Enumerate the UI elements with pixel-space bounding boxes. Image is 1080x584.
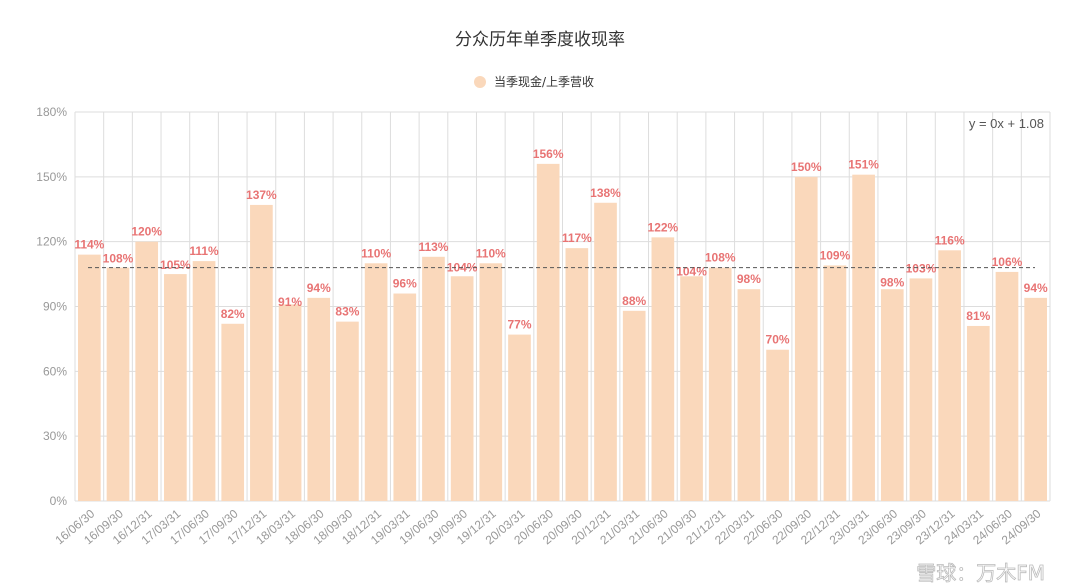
data-label: 156% bbox=[533, 147, 564, 161]
data-label: 116% bbox=[935, 233, 965, 247]
bar bbox=[135, 241, 159, 501]
bar bbox=[450, 276, 474, 501]
y-tick-label: 120% bbox=[36, 235, 67, 249]
data-label: 91% bbox=[278, 295, 302, 309]
chart-title: 分众历年单季度收现率 bbox=[455, 30, 625, 50]
data-label: 150% bbox=[791, 160, 822, 174]
bar bbox=[794, 176, 818, 502]
bar bbox=[909, 278, 933, 501]
y-tick-label: 60% bbox=[43, 364, 67, 378]
data-label: 98% bbox=[880, 275, 904, 289]
bar bbox=[594, 202, 617, 501]
bar bbox=[651, 237, 675, 501]
y-tick-label: 0% bbox=[50, 494, 68, 508]
legend-swatch bbox=[474, 76, 486, 88]
data-label: 103% bbox=[906, 261, 937, 275]
y-tick-label: 150% bbox=[36, 170, 67, 184]
bar bbox=[307, 297, 331, 501]
bar bbox=[508, 334, 531, 501]
data-label: 122% bbox=[648, 220, 679, 234]
data-label: 104% bbox=[676, 265, 707, 279]
data-label: 151% bbox=[848, 158, 879, 172]
bar bbox=[737, 289, 761, 501]
bar bbox=[278, 304, 302, 501]
bar bbox=[393, 293, 417, 501]
data-label: 111% bbox=[189, 244, 219, 258]
bar bbox=[766, 349, 789, 501]
data-label: 110% bbox=[476, 246, 506, 260]
data-label: 98% bbox=[737, 272, 761, 286]
bar bbox=[852, 174, 875, 501]
data-label: 113% bbox=[418, 240, 448, 254]
data-label: 120% bbox=[131, 225, 162, 239]
bar bbox=[164, 274, 187, 501]
data-label: 105% bbox=[160, 258, 191, 272]
bar bbox=[565, 248, 589, 501]
bar bbox=[966, 325, 990, 501]
data-label: 108% bbox=[103, 252, 134, 266]
data-label: 88% bbox=[622, 294, 646, 308]
bar bbox=[536, 163, 560, 501]
data-label: 108% bbox=[705, 251, 736, 265]
data-label: 83% bbox=[335, 305, 359, 319]
data-label: 137% bbox=[246, 188, 277, 202]
data-label: 114% bbox=[74, 238, 104, 252]
bar bbox=[938, 250, 961, 501]
data-label: 96% bbox=[393, 277, 417, 291]
bar bbox=[336, 321, 359, 501]
data-label: 81% bbox=[966, 309, 990, 323]
watermark: 雪球：万木FM bbox=[916, 561, 1045, 584]
bar bbox=[422, 256, 445, 501]
trendline-label: y = 0x + 1.08 bbox=[969, 116, 1044, 131]
bar bbox=[250, 204, 273, 501]
data-label: 94% bbox=[307, 281, 331, 295]
data-label: 82% bbox=[221, 307, 245, 321]
bar bbox=[680, 276, 703, 501]
data-label: 138% bbox=[590, 186, 621, 200]
bar bbox=[106, 267, 130, 501]
legend-label: 当季现金/上季营收 bbox=[494, 74, 594, 89]
bar bbox=[78, 254, 101, 501]
data-label: 94% bbox=[1024, 281, 1048, 295]
bar bbox=[1024, 297, 1047, 501]
bar bbox=[708, 267, 732, 501]
data-label: 77% bbox=[507, 318, 531, 332]
bar bbox=[880, 289, 904, 501]
bar bbox=[364, 263, 388, 501]
data-label: 110% bbox=[361, 246, 391, 260]
y-tick-label: 180% bbox=[36, 105, 67, 119]
bar bbox=[995, 271, 1019, 501]
bar bbox=[479, 263, 503, 501]
data-label: 106% bbox=[992, 255, 1023, 269]
bar bbox=[823, 265, 847, 501]
y-tick-label: 30% bbox=[43, 429, 67, 443]
bar bbox=[192, 261, 216, 501]
data-label: 70% bbox=[766, 333, 790, 347]
y-tick-label: 90% bbox=[43, 300, 67, 314]
bar bbox=[221, 323, 245, 501]
data-label: 109% bbox=[820, 248, 851, 262]
data-label: 117% bbox=[562, 231, 592, 245]
bar bbox=[622, 310, 646, 501]
